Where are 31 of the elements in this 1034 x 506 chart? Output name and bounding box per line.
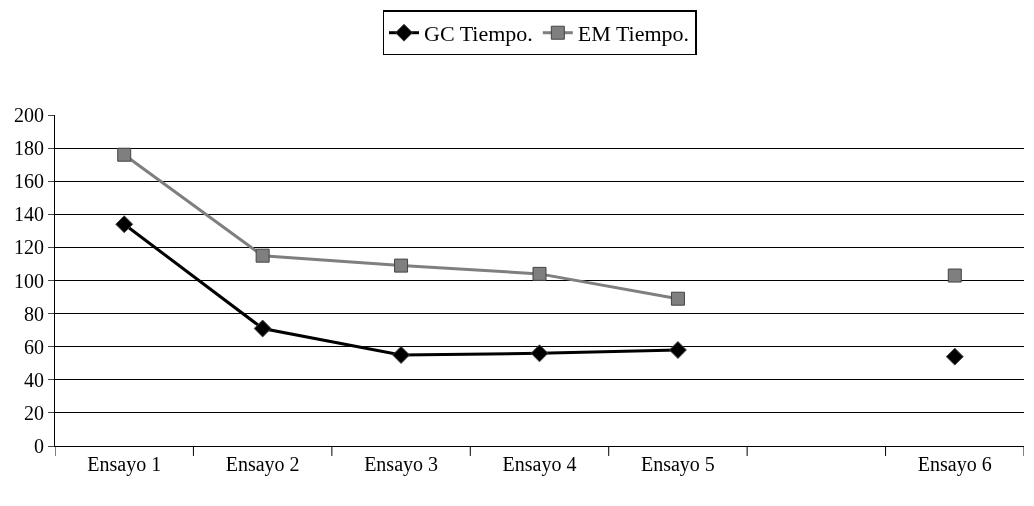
x-tick-label: Ensayo 5 [640,453,715,476]
point [945,347,964,366]
y-tick-label: 20 [24,401,44,424]
y-tick-label: 160 [14,170,44,193]
y-tick-label: 140 [14,203,44,226]
y-tick-label: 120 [14,236,44,259]
point [670,291,685,306]
y-tick-label: 180 [14,137,44,160]
x-tick-label: Ensayo 6 [917,453,992,476]
point [115,215,134,234]
legend-label: EM Tiempo. [577,21,690,47]
x-tick-label: Ensayo 1 [87,453,162,476]
y-tick-label: 200 [14,104,44,126]
point [530,344,549,363]
point [394,258,409,273]
y-tick-label: 0 [34,435,44,457]
x-tick-label: Ensayo 4 [502,453,577,476]
point [117,147,132,162]
x-tick-label: Ensayo 3 [364,453,439,476]
x-tick-label: Ensayo 2 [225,453,300,476]
y-tick-label: 80 [24,302,44,325]
point [255,248,270,263]
y-tick-label: 100 [14,269,44,292]
point [392,346,411,364]
point [532,266,547,281]
y-tick-label: 60 [24,335,44,358]
point [253,319,272,338]
point [668,341,687,359]
y-tick-label: 40 [24,368,44,391]
legend-label: GC Tiempo. [424,21,533,47]
point [947,268,962,283]
